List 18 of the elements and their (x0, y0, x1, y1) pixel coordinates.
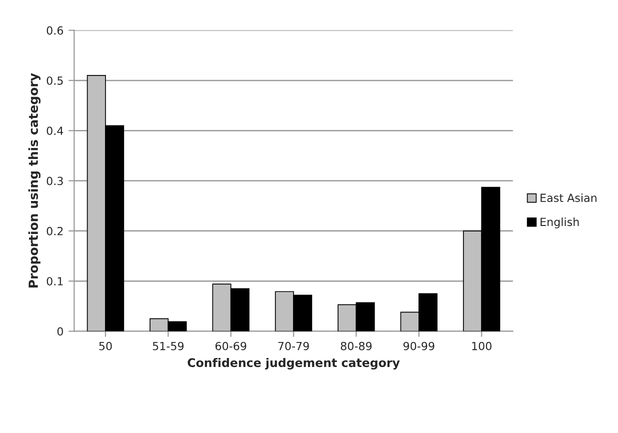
x-tick-label: 51-59 (152, 342, 184, 350)
legend-label: East Asian (540, 193, 596, 202)
legend-label: English (540, 218, 579, 228)
x-axis-title: Confidence judgement category (188, 358, 400, 370)
x-tick-label: 50 (99, 342, 112, 350)
y-tick-label: 0 (57, 327, 64, 336)
y-tick-label: 0.3 (46, 176, 63, 186)
y-tick-label: 0.2 (46, 226, 63, 236)
y-tick-label: 0.6 (46, 26, 64, 35)
y-tick-label: 0.1 (46, 277, 63, 286)
x-tick-label: 100 (472, 342, 492, 350)
x-tick-label: 60-69 (216, 342, 246, 350)
y-tick-label: 0.4 (46, 126, 64, 135)
x-tick-label: 70-79 (278, 342, 309, 350)
y-axis-title: Proportion using this category (28, 73, 41, 288)
x-tick-label: 90-99 (403, 342, 434, 350)
y-tick-label: 0.5 (46, 76, 63, 85)
x-tick-label: 80-89 (340, 342, 372, 350)
